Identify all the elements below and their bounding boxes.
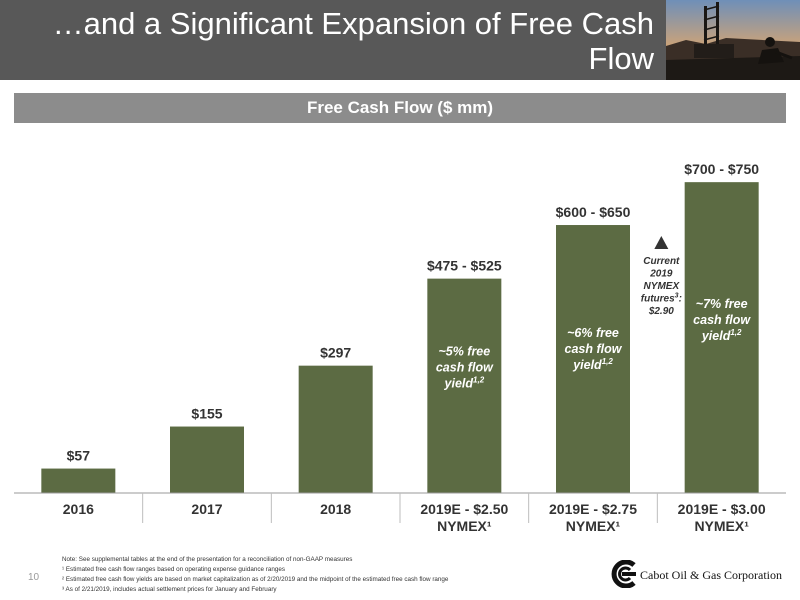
x-tick-label: 2019E - $3.00	[678, 501, 766, 517]
bar	[684, 182, 759, 493]
x-tick-label: 2017	[191, 501, 222, 517]
bar-annotation-line: cash flow	[436, 361, 494, 375]
value-label: $155	[191, 406, 222, 422]
marker-annotation-futures: futures3:	[641, 293, 682, 305]
x-tick-label: 2019E - $2.75	[549, 501, 637, 517]
bar-annotation-superscript: 1,2	[473, 376, 485, 385]
value-label: $57	[67, 448, 91, 464]
cabot-logo-icon	[611, 559, 636, 589]
bar-annotation-superscript: 1,2	[602, 357, 614, 366]
bar	[556, 225, 630, 493]
bar-annotation-line: cash flow	[693, 313, 751, 327]
footnote-note: Note: See supplemental tables at the end…	[62, 556, 353, 563]
marker-annotation-superscript: 3	[675, 293, 679, 300]
bar-annotation-line: ~6% free	[567, 326, 619, 340]
company-logo: Cabot Oil & Gas Corporation	[608, 559, 788, 589]
footnote-3: ³ As of 2/21/2019, includes actual settl…	[62, 586, 277, 593]
header-photo	[666, 0, 800, 80]
x-tick-label: NYMEX¹	[566, 518, 621, 534]
value-label: $600 - $650	[556, 204, 631, 220]
x-tick-label: 2016	[63, 501, 94, 517]
free-cash-flow-chart: $57 2016 $155 2017 $297 2018 $475 - $525 2019E …	[14, 161, 786, 534]
marker-annotation-line: NYMEX	[644, 281, 681, 292]
marker-annotation-suffix: :	[679, 294, 682, 305]
bar-annotation-line: cash flow	[565, 342, 623, 356]
value-label: $700 - $750	[684, 161, 759, 177]
footnote-2: ² Estimated free cash flow yields are ba…	[62, 576, 449, 583]
footnote-1: ¹ Estimated free cash flow ranges based …	[62, 566, 285, 573]
bar-annotation-line: ~5% free	[438, 345, 490, 359]
bar	[170, 426, 244, 493]
footnotes: Note: See supplemental tables at the end…	[62, 555, 582, 595]
value-label: $297	[320, 345, 351, 361]
company-name: Cabot Oil & Gas Corporation	[640, 568, 782, 582]
page-title: …and a Significant Expansion of Free Cas…	[52, 6, 654, 76]
x-tick-label: NYMEX¹	[437, 518, 492, 534]
marker-annotation-line: 2019	[649, 269, 673, 280]
header-bar: …and a Significant Expansion of Free Cas…	[0, 0, 800, 80]
marker-annotation-line: Current	[643, 256, 680, 267]
up-triangle-icon	[654, 236, 669, 249]
value-label: $475 - $525	[427, 258, 502, 274]
x-tick-label: NYMEX¹	[694, 518, 749, 534]
x-tick-label: 2019E - $2.50	[420, 501, 508, 517]
x-tick-label: 2018	[320, 501, 351, 517]
bar	[41, 468, 116, 493]
chart-title-banner: Free Cash Flow ($ mm)	[14, 93, 786, 123]
bar-annotation-line: ~7% free	[696, 297, 748, 311]
bar-annotation-superscript: 1,2	[730, 328, 742, 337]
marker-annotation-value: $2.90	[648, 306, 674, 317]
bar	[427, 278, 502, 493]
bar	[298, 365, 373, 493]
page-number: 10	[28, 572, 40, 583]
